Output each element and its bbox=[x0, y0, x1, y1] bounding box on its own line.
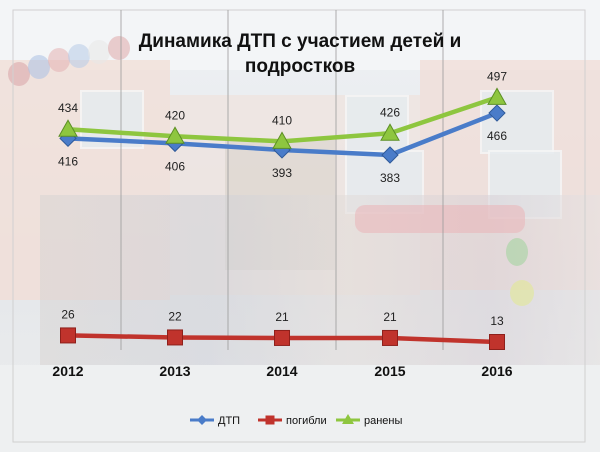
balloon bbox=[48, 48, 70, 72]
legend-marker bbox=[265, 415, 275, 425]
data-point-marker bbox=[272, 131, 292, 149]
legend-item: погибли bbox=[258, 415, 327, 427]
data-label: 434 bbox=[58, 101, 78, 115]
data-point-marker bbox=[165, 126, 185, 144]
data-point-marker bbox=[380, 123, 400, 141]
data-label: 13 bbox=[490, 314, 504, 328]
legend-label: погибли bbox=[286, 415, 327, 427]
gridlines bbox=[120, 10, 444, 350]
x-tick-label: 2014 bbox=[266, 363, 297, 379]
data-point-marker bbox=[167, 329, 183, 346]
plot-area-border bbox=[12, 9, 586, 443]
data-label: 21 bbox=[383, 310, 397, 324]
legend-item: ранены bbox=[336, 414, 403, 427]
data-label: 26 bbox=[61, 307, 75, 321]
series-ранены: 434 420 410 426 497 bbox=[58, 69, 507, 149]
data-label: 410 bbox=[272, 113, 292, 127]
balloon bbox=[88, 40, 110, 64]
balloon bbox=[28, 55, 50, 79]
legend-marker bbox=[197, 415, 207, 425]
data-label: 22 bbox=[168, 309, 182, 323]
x-tick-label: 2012 bbox=[52, 363, 83, 379]
data-point-marker bbox=[487, 87, 507, 105]
data-point-marker bbox=[381, 146, 399, 164]
data-label: 466 bbox=[487, 129, 507, 143]
balloon bbox=[68, 44, 90, 68]
legend-label: ранены bbox=[364, 415, 403, 427]
data-point-marker bbox=[488, 104, 506, 122]
x-tick-label: 2015 bbox=[374, 363, 405, 379]
data-label: 383 bbox=[380, 171, 400, 185]
data-label: 416 bbox=[58, 154, 78, 168]
data-label: 420 bbox=[165, 108, 185, 122]
legend-marker bbox=[342, 414, 354, 424]
data-point-marker bbox=[60, 327, 76, 344]
x-axis: 2012 2013 2014 2015 2016 bbox=[52, 363, 512, 379]
data-point-marker bbox=[58, 119, 78, 137]
balloon bbox=[510, 280, 534, 306]
plot-area bbox=[12, 9, 586, 443]
x-tick-label: 2013 bbox=[159, 363, 190, 379]
data-point-marker bbox=[489, 334, 505, 350]
data-label: 497 bbox=[487, 69, 507, 83]
balloon bbox=[108, 36, 130, 60]
legend-label: ДТП bbox=[218, 415, 240, 427]
series-layer: 416 406 393 383 466 26 22 21 21 13 434 420 410 426 497 bbox=[58, 69, 507, 350]
data-point-marker bbox=[382, 329, 398, 346]
chart-title-line-2: подростков bbox=[245, 56, 355, 77]
series-погибли: 26 22 21 21 13 bbox=[60, 307, 505, 350]
legend: ДТП погибли ранены bbox=[190, 414, 403, 427]
data-label: 393 bbox=[272, 166, 292, 180]
data-label: 21 bbox=[275, 310, 289, 324]
balloon bbox=[506, 238, 528, 266]
data-point-marker bbox=[274, 329, 290, 346]
flower-bed bbox=[355, 205, 525, 233]
data-label: 426 bbox=[380, 105, 400, 119]
chart-title-line-1: Динамика ДТП с участием детей и bbox=[139, 31, 462, 52]
x-tick-label: 2016 bbox=[481, 363, 512, 379]
ground bbox=[0, 365, 600, 452]
legend-item: ДТП bbox=[190, 415, 240, 427]
data-label: 406 bbox=[165, 159, 185, 173]
